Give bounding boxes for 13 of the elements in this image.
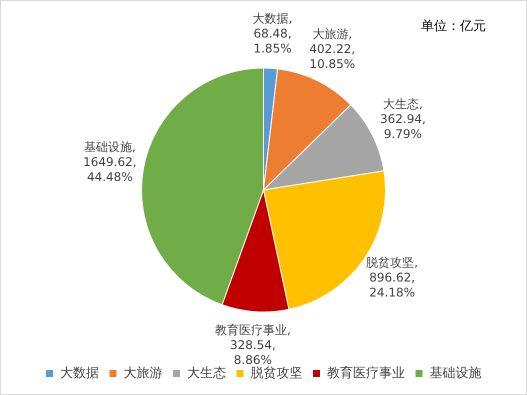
text: 单位：亿元: [421, 18, 486, 35]
legend-label: 大旅游: [124, 366, 162, 381]
data-label: 教育医疗事业, 328.54, 8.86%: [214, 322, 291, 367]
data-label: 基础设施, 1649.62, 44.48%: [83, 140, 137, 184]
legend-label: 基础设施: [430, 366, 482, 381]
legend-label: 大生态: [187, 366, 226, 381]
legend-label: 脱贫攻坚: [250, 366, 302, 381]
legend-label: 大数据: [60, 366, 99, 381]
legend-label: 教育医疗事业: [327, 364, 405, 381]
data-label: 脱贫攻坚, 896.62, 24.18%: [366, 255, 418, 300]
data-label: 大数据, 68.48, 1.85%: [252, 11, 292, 56]
data-label: 大生态, 362.94, 9.79%: [380, 97, 426, 142]
data-label: 大旅游, 402.22, 10.85%: [309, 27, 356, 72]
